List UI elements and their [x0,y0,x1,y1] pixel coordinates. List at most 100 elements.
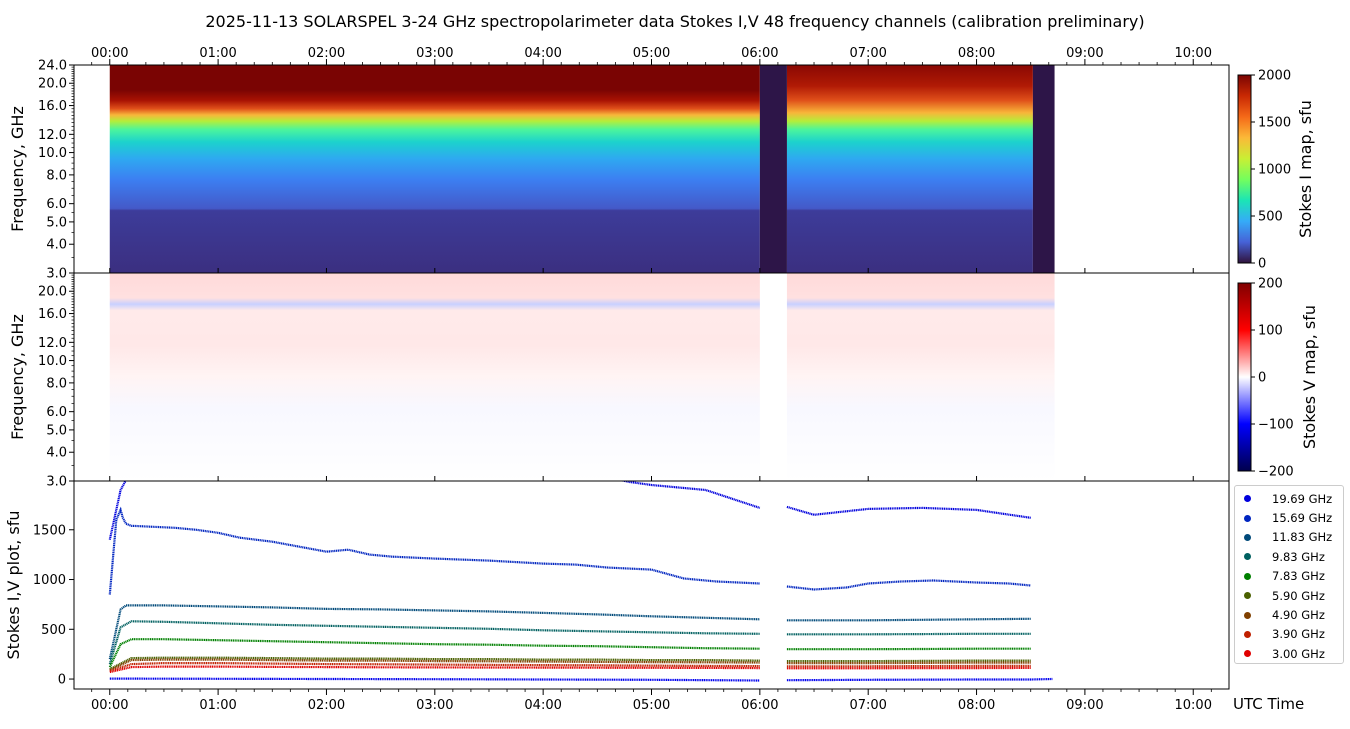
freq-tick-label: 16.0 [38,99,67,114]
freq-tick-label: 20.0 [38,77,67,92]
stokes-iv-ytick-label: 0 [58,673,66,688]
legend-label: 9.83 GHz [1272,550,1325,564]
freq-tick-label: 24.0 [38,59,67,74]
freq-tick-label: 20.0 [38,285,67,300]
colorbar-tick-label: 0 [1258,257,1266,272]
time-tick-label-bottom: 08:00 [958,698,995,713]
legend-label: 11.83 GHz [1272,530,1332,544]
colorbar-tick-label: 200 [1258,277,1283,292]
stokes-i-gap-band [760,65,787,273]
series-line [110,510,760,595]
freq-tick-label: 6.0 [46,197,67,212]
stokes-v-gap-band [760,273,787,481]
time-tick-label-bottom: 03:00 [416,698,453,713]
stokes-v-ylabel: Frequency, GHz [8,314,27,440]
legend-item: 9.83 GHz [1239,547,1339,566]
stokes-iv-ylabel: Stokes I,V plot, sfu [4,511,23,660]
legend-marker [1244,631,1251,638]
stokes-i-ylabel: Frequency, GHz [8,106,27,232]
freq-tick-label: 10.0 [38,146,67,161]
series-line [787,663,1031,664]
time-tick-label-bottom: 00:00 [91,698,128,713]
freq-tick-label: 8.0 [46,168,67,183]
colorbar-tick-label: 500 [1258,210,1283,225]
time-tick-label-top: 05:00 [633,46,670,61]
chart-title: 2025-11-13 SOLARSPEL 3-24 GHz spectropol… [205,12,1144,31]
series-line [110,679,760,681]
time-tick-label-bottom: 01:00 [199,698,236,713]
legend-label: 7.83 GHz [1272,569,1325,583]
time-tick-label-bottom: 06:00 [741,698,778,713]
time-axis-label: UTC Time [1233,695,1304,713]
freq-tick-label: 5.0 [46,423,67,438]
freq-tick-label: 6.0 [46,405,67,420]
time-tick-label-top: 04:00 [524,46,561,61]
legend-marker [1244,592,1251,599]
time-tick-label-top: 08:00 [958,46,995,61]
colorbar-tick-label: −200 [1258,465,1294,480]
legend-marker [1244,553,1251,560]
time-tick-label-bottom: 09:00 [1066,698,1103,713]
stokes-iv-frame [74,481,1229,689]
legend-label: 3.90 GHz [1272,627,1325,641]
stokes-i-panel: 3.04.05.06.08.010.012.016.020.024.0 Freq… [8,59,1229,282]
legend-item: 5.90 GHz [1239,586,1339,605]
stokes-i-colorbar-label: Stokes I map, sfu [1296,100,1315,238]
time-tick-label-top: 02:00 [308,46,345,61]
legend-item: 3.00 GHz [1239,644,1339,663]
legend-label: 3.00 GHz [1272,647,1325,661]
freq-tick-label: 3.0 [46,267,67,282]
stokes-i-yticks: 3.04.05.06.08.010.012.016.020.024.0 [38,59,74,282]
stokes-v-yticks: 3.04.05.06.08.010.012.016.020.0 [38,275,74,489]
series-line [787,661,1031,662]
time-tick-label-top: 07:00 [849,46,886,61]
colorbar-tick-label: 1000 [1258,163,1291,178]
series-line [787,507,1031,518]
freq-tick-label: 4.0 [46,446,67,461]
series-line [110,667,760,673]
stokes-iv-ytick-label: 1500 [33,523,66,538]
freq-tick-label: 5.0 [46,215,67,230]
stokes-v-heatmap [110,273,1055,481]
time-tick-label-top: 09:00 [1066,46,1103,61]
legend: 19.69 GHz 15.69 GHz 11.83 GHz 9.83 GHz 7.83 … [1234,485,1344,664]
legend-label: 5.90 GHz [1272,589,1325,603]
freq-tick-label: 4.0 [46,238,67,253]
legend-item: 4.90 GHz [1239,605,1339,624]
colorbar-tick-label: −100 [1258,418,1294,433]
legend-label: 4.90 GHz [1272,608,1325,622]
time-tick-label-bottom: 02:00 [308,698,345,713]
time-tick-label-bottom: 05:00 [633,698,670,713]
stokes-i-heatmap-late [787,65,1033,273]
stokes-v-panel: 3.04.05.06.08.010.012.016.020.0 Frequenc… [8,273,1229,490]
legend-label: 19.69 GHz [1272,492,1332,506]
series-line [787,619,1031,621]
series-line [787,679,1053,680]
stokes-v-colorbar-gradient [1238,283,1251,471]
legend-item: 15.69 GHz [1239,508,1339,527]
legend-marker [1244,515,1251,522]
stokes-i-heatmap [110,65,760,273]
colorbar-tick-label: 1500 [1258,116,1291,131]
legend-marker [1244,573,1251,580]
series-line [787,634,1031,635]
time-tick-label-bottom: 04:00 [524,698,561,713]
freq-tick-label: 8.0 [46,376,67,391]
legend-marker [1244,612,1251,619]
legend-item: 3.90 GHz [1239,625,1339,644]
legend-item: 7.83 GHz [1239,567,1339,586]
time-tick-label-top: 00:00 [91,46,128,61]
stokes-i-colorbar-gradient [1238,75,1251,263]
stokes-i-end-band [1033,65,1055,273]
series-line [787,581,1031,590]
